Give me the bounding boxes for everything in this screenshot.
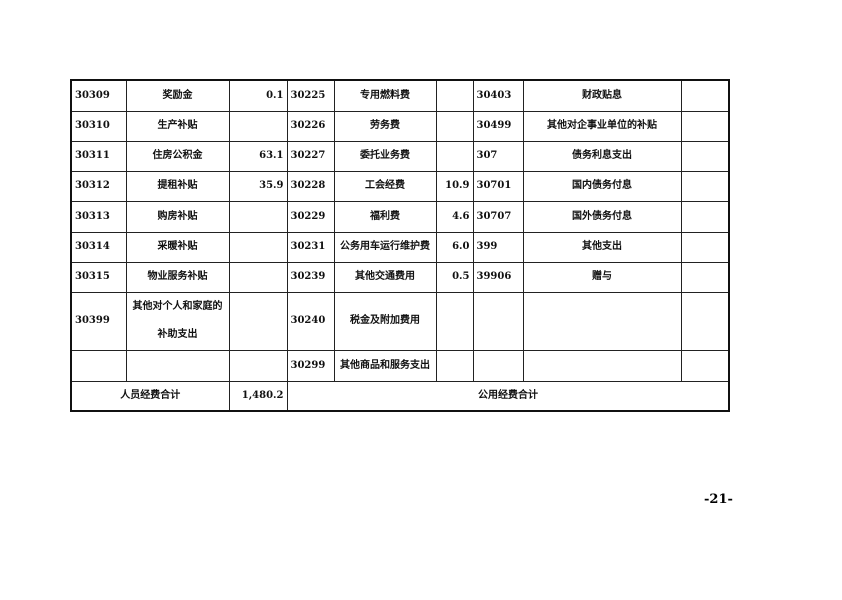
cell-val: [228, 261, 288, 293]
cell-name: 税金及附加费用: [333, 291, 437, 351]
total-personnel-label: 人员经费合计: [70, 380, 230, 412]
cell-val: [680, 170, 730, 202]
cell-val: [680, 140, 730, 172]
cell-val: [680, 231, 730, 263]
cell-name: 劳务费: [333, 110, 437, 142]
cell-code: 30314: [70, 231, 127, 263]
cell-val: [680, 200, 730, 233]
cell-name: 工会经费: [333, 170, 437, 202]
cell-code: 30226: [286, 110, 335, 142]
cell-code: 30228: [286, 170, 335, 202]
cell-val: [680, 261, 730, 293]
cell-code: 30310: [70, 110, 127, 142]
table-row: 30315 物业服务补贴 30239 其他交通费用 0.5 39906 赠与: [70, 261, 730, 293]
cell-val: [435, 140, 474, 172]
cell-name: 国外债务付息: [522, 200, 682, 233]
cell-code: 30313: [70, 200, 127, 233]
cell-name: 奖励金: [125, 79, 230, 112]
cell-code: 30315: [70, 261, 127, 293]
cell-code: 30227: [286, 140, 335, 172]
cell-name: 其他支出: [522, 231, 682, 263]
cell-name: 委托业务费: [333, 140, 437, 172]
cell-val: [680, 349, 730, 382]
cell-val: 0.1: [228, 79, 288, 112]
table-row: 30310 生产补贴 30226 劳务费 30499 其他对企事业单位的补贴: [70, 110, 730, 142]
cell-name: 其他对个人和家庭的补助支出: [125, 291, 230, 351]
page-number: -21-: [704, 492, 733, 507]
cell-val: 35.9: [228, 170, 288, 202]
cell-val: [435, 79, 474, 112]
cell-name: 其他对企事业单位的补贴: [522, 110, 682, 142]
table-row: 30309 奖励金 0.1 30225 专用燃料费 30403 财政贴息: [70, 79, 730, 112]
cell-name: 提租补贴: [125, 170, 230, 202]
cell-name: 生产补贴: [125, 110, 230, 142]
cell-code: 307: [472, 140, 524, 172]
cell-val: [228, 231, 288, 263]
cell-name: [522, 349, 682, 382]
cell-val: [435, 349, 474, 382]
cell-code: [472, 291, 524, 351]
cell-name: 其他交通费用: [333, 261, 437, 293]
cell-val: [228, 349, 288, 382]
cell-name: 公务用车运行维护费: [333, 231, 437, 263]
cell-code: 30312: [70, 170, 127, 202]
cell-val: [228, 291, 288, 351]
table-row: 30313 购房补贴 30229 福利费 4.6 30707 国外债务付息: [70, 200, 730, 233]
cell-val: 4.6: [435, 200, 474, 233]
cell-code: [70, 349, 127, 382]
cell-code: 30311: [70, 140, 127, 172]
cell-name: 国内债务付息: [522, 170, 682, 202]
cell-name: [522, 291, 682, 351]
table-row: 30311 住房公积金 63.1 30227 委托业务费 307 债务利息支出: [70, 140, 730, 172]
cell-code: 399: [472, 231, 524, 263]
table-row: 30299 其他商品和服务支出: [70, 349, 730, 382]
total-public-label: 公用经费合计: [286, 380, 730, 412]
cell-val: [228, 110, 288, 142]
cell-code: 30229: [286, 200, 335, 233]
cell-val: [680, 79, 730, 112]
cell-val: 0.5: [435, 261, 474, 293]
cell-code: 30309: [70, 79, 127, 112]
cell-code: [472, 349, 524, 382]
cell-val: 6.0: [435, 231, 474, 263]
cell-val: [435, 110, 474, 142]
cell-val: [680, 291, 730, 351]
cell-code: 30231: [286, 231, 335, 263]
table-row: 30312 提租补贴 35.9 30228 工会经费 10.9 30701 国内债务付息: [70, 170, 730, 202]
cell-name: 物业服务补贴: [125, 261, 230, 293]
cell-code: 30299: [286, 349, 335, 382]
cell-name: 其他商品和服务支出: [333, 349, 437, 382]
cell-name: 专用燃料费: [333, 79, 437, 112]
cell-val: [680, 110, 730, 142]
total-personnel-value: 1,480.2: [228, 380, 288, 412]
cell-code: 30225: [286, 79, 335, 112]
cell-code: 30399: [70, 291, 127, 351]
cell-name: 债务利息支出: [522, 140, 682, 172]
cell-name: [125, 349, 230, 382]
cell-name: 采暖补贴: [125, 231, 230, 263]
cell-name: 住房公积金: [125, 140, 230, 172]
cell-val: [228, 200, 288, 233]
table-row: 30399 其他对个人和家庭的补助支出 30240 税金及附加费用: [70, 291, 730, 351]
cell-name: 赠与: [522, 261, 682, 293]
cell-name: 财政贴息: [522, 79, 682, 112]
cell-code: 30239: [286, 261, 335, 293]
cell-name: 购房补贴: [125, 200, 230, 233]
cell-code: 30707: [472, 200, 524, 233]
cell-code: 39906: [472, 261, 524, 293]
cell-val: [435, 291, 474, 351]
cell-code: 30701: [472, 170, 524, 202]
cell-val: 10.9: [435, 170, 474, 202]
cell-code: 30499: [472, 110, 524, 142]
cell-val: 63.1: [228, 140, 288, 172]
expense-table: 30309 奖励金 0.1 30225 专用燃料费 30403 财政贴息 30310 生产补贴 3…: [70, 79, 730, 412]
table-row: 30314 采暖补贴 30231 公务用车运行维护费 6.0 399 其他支出: [70, 231, 730, 263]
cell-code: 30240: [286, 291, 335, 351]
cell-name: 福利费: [333, 200, 437, 233]
cell-code: 30403: [472, 79, 524, 112]
